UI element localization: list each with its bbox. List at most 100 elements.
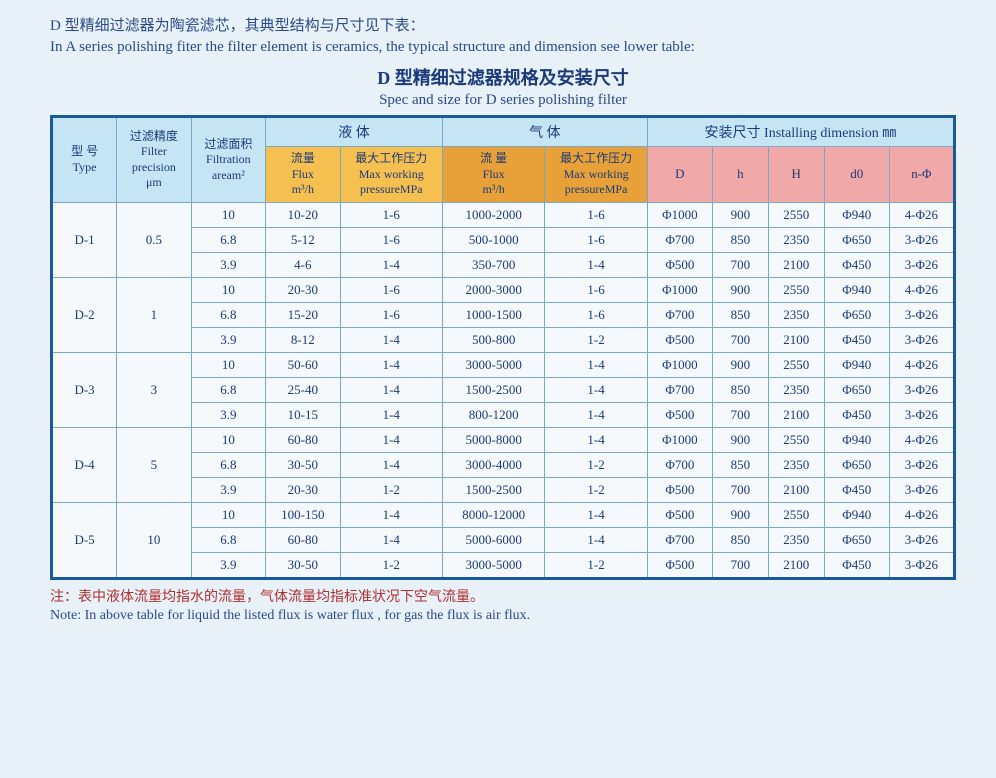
cell-D: Φ500 — [647, 252, 712, 277]
cell-n: 3-Φ26 — [889, 377, 954, 402]
cell-precision: 3 — [117, 352, 191, 427]
cell-h: 900 — [712, 202, 768, 227]
cell-n: 3-Φ26 — [889, 302, 954, 327]
cell-type: D-5 — [52, 502, 117, 578]
cell-n: 3-Φ26 — [889, 527, 954, 552]
cell-gpress: 1-6 — [545, 302, 647, 327]
cell-n: 3-Φ26 — [889, 252, 954, 277]
cell-lflux: 10-20 — [266, 202, 340, 227]
table-title-cn: D 型精细过滤器规格及安装尺寸 — [50, 64, 956, 90]
cell-H: 2550 — [768, 277, 824, 302]
table-row: D-211020-301-62000-30001-6Φ10009002550Φ9… — [52, 277, 955, 302]
cell-area: 10 — [191, 502, 265, 527]
cell-h: 700 — [712, 327, 768, 352]
cell-h: 700 — [712, 402, 768, 427]
col-gas-group: 气 体 — [442, 117, 647, 147]
cell-lflux: 4-6 — [266, 252, 340, 277]
cell-n: 4-Φ26 — [889, 277, 954, 302]
cell-gpress: 1-6 — [545, 277, 647, 302]
cell-d0: Φ940 — [824, 202, 889, 227]
intro-text-en: In A series polishing fiter the filter e… — [50, 39, 956, 56]
cell-lpress: 1-4 — [340, 527, 442, 552]
cell-D: Φ500 — [647, 552, 712, 578]
cell-lflux: 30-50 — [266, 552, 340, 578]
col-precision: 过滤精度 Filter precision μm — [117, 117, 191, 203]
col-nphi: n-Φ — [889, 147, 954, 203]
cell-lflux: 8-12 — [266, 327, 340, 352]
cell-lpress: 1-4 — [340, 427, 442, 452]
cell-gflux: 1500-2500 — [442, 477, 544, 502]
cell-lflux: 60-80 — [266, 527, 340, 552]
cell-gflux: 3000-5000 — [442, 552, 544, 578]
cell-lpress: 1-4 — [340, 402, 442, 427]
cell-h: 900 — [712, 352, 768, 377]
cell-h: 900 — [712, 277, 768, 302]
cell-gpress: 1-6 — [545, 227, 647, 252]
cell-d0: Φ650 — [824, 227, 889, 252]
col-liquid-group: 液 体 — [266, 117, 443, 147]
col-D: D — [647, 147, 712, 203]
col-type: 型 号 Type — [52, 117, 117, 203]
cell-H: 2550 — [768, 502, 824, 527]
cell-area: 6.8 — [191, 452, 265, 477]
cell-area: 6.8 — [191, 227, 265, 252]
cell-gflux: 2000-3000 — [442, 277, 544, 302]
cell-gflux: 500-1000 — [442, 227, 544, 252]
footnote-cn: 注：表中液体流量均指水的流量，气体流量均指标准状况下空气流量。 — [50, 586, 956, 606]
cell-H: 2100 — [768, 552, 824, 578]
cell-gflux: 1000-1500 — [442, 302, 544, 327]
cell-H: 2350 — [768, 377, 824, 402]
cell-D: Φ500 — [647, 327, 712, 352]
cell-precision: 10 — [117, 502, 191, 578]
cell-precision: 0.5 — [117, 202, 191, 277]
table-row: D-10.51010-201-61000-20001-6Φ10009002550… — [52, 202, 955, 227]
cell-lflux: 50-60 — [266, 352, 340, 377]
col-gas-flux: 流 量 Flux m³/h — [442, 147, 544, 203]
cell-gpress: 1-6 — [545, 202, 647, 227]
cell-D: Φ700 — [647, 527, 712, 552]
cell-h: 700 — [712, 477, 768, 502]
cell-lflux: 25-40 — [266, 377, 340, 402]
cell-D: Φ1000 — [647, 352, 712, 377]
col-liquid-press: 最大工作压力 Max working pressureMPa — [340, 147, 442, 203]
cell-d0: Φ940 — [824, 502, 889, 527]
cell-area: 3.9 — [191, 402, 265, 427]
cell-gflux: 3000-4000 — [442, 452, 544, 477]
cell-gflux: 800-1200 — [442, 402, 544, 427]
cell-gflux: 5000-8000 — [442, 427, 544, 452]
cell-lpress: 1-6 — [340, 277, 442, 302]
cell-D: Φ1000 — [647, 202, 712, 227]
table-row: D-331050-601-43000-50001-4Φ10009002550Φ9… — [52, 352, 955, 377]
cell-lflux: 10-15 — [266, 402, 340, 427]
cell-D: Φ1000 — [647, 277, 712, 302]
cell-lflux: 30-50 — [266, 452, 340, 477]
cell-gflux: 350-700 — [442, 252, 544, 277]
cell-area: 3.9 — [191, 552, 265, 578]
cell-area: 6.8 — [191, 527, 265, 552]
cell-lpress: 1-4 — [340, 452, 442, 477]
cell-precision: 5 — [117, 427, 191, 502]
cell-d0: Φ450 — [824, 252, 889, 277]
spec-table: 型 号 Type 过滤精度 Filter precision μm 过滤面积 F… — [50, 115, 956, 580]
cell-gpress: 1-2 — [545, 452, 647, 477]
cell-H: 2350 — [768, 227, 824, 252]
cell-area: 3.9 — [191, 477, 265, 502]
cell-gflux: 3000-5000 — [442, 352, 544, 377]
cell-d0: Φ650 — [824, 452, 889, 477]
cell-D: Φ500 — [647, 402, 712, 427]
cell-H: 2550 — [768, 202, 824, 227]
col-install-group: 安装尺寸 Installing dimension ㎜ — [647, 117, 954, 147]
cell-lpress: 1-4 — [340, 377, 442, 402]
cell-d0: Φ940 — [824, 277, 889, 302]
cell-H: 2350 — [768, 452, 824, 477]
header-row-1: 型 号 Type 过滤精度 Filter precision μm 过滤面积 F… — [52, 117, 955, 147]
cell-d0: Φ650 — [824, 302, 889, 327]
cell-gpress: 1-4 — [545, 352, 647, 377]
cell-lpress: 1-4 — [340, 502, 442, 527]
cell-d0: Φ650 — [824, 377, 889, 402]
cell-type: D-4 — [52, 427, 117, 502]
cell-D: Φ500 — [647, 477, 712, 502]
cell-d0: Φ940 — [824, 352, 889, 377]
cell-D: Φ500 — [647, 502, 712, 527]
cell-gpress: 1-4 — [545, 402, 647, 427]
